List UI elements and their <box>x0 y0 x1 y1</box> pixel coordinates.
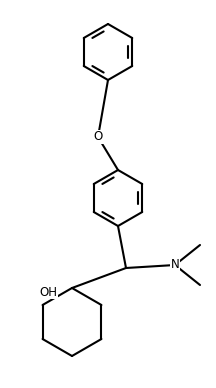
Text: O: O <box>93 130 103 144</box>
Text: OH: OH <box>39 286 57 298</box>
Text: N: N <box>171 258 179 272</box>
